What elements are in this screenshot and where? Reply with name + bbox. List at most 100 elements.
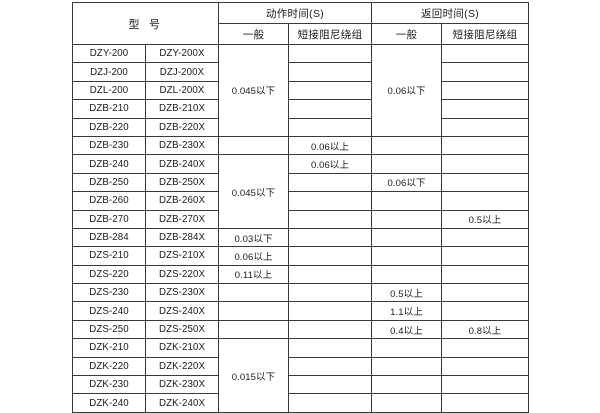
return-damping-value: 0.8以上	[441, 319, 530, 340]
header-model-label-1: 型	[128, 18, 142, 31]
action-general-value: 0.11以上	[218, 264, 289, 285]
model-code-primary: DZS-210	[72, 246, 146, 266]
model-code-secondary: DZK-210X	[145, 338, 219, 358]
return-damping-value	[441, 356, 530, 377]
return-damping-value	[441, 393, 530, 413]
return-general-value: 1.1以上	[371, 301, 443, 321]
table-row: DZJ-200 DZJ-200X	[72, 62, 530, 82]
model-code-secondary: DZB-270X	[145, 209, 219, 229]
header-return-time-group: 返回时间(S)	[371, 2, 530, 24]
action-damping-value	[287, 227, 373, 248]
return-damping-value	[441, 227, 530, 248]
model-code-secondary: DZS-220X	[145, 264, 219, 285]
model-code-secondary: DZB-240X	[145, 154, 219, 174]
model-code-primary: DZB-260	[72, 191, 146, 211]
action-general-value: 0.015以下	[218, 338, 289, 413]
model-code-primary: DZB-240	[72, 154, 146, 174]
model-code-secondary: DZL-200X	[145, 80, 219, 101]
table-row: DZS-250 DZS-250X 0.4以上 0.8以上	[72, 319, 530, 340]
table-row: DZS-230 DZS-230X 0.5以上	[72, 283, 530, 303]
table-row: DZS-220 DZS-220X 0.11以上	[72, 264, 530, 285]
model-code-secondary: DZB-284X	[145, 227, 219, 248]
table-body: DZY-200 DZY-200X 0.045以下 0.06以下 DZJ-200 …	[72, 43, 530, 413]
action-damping-value: 0.06以上	[287, 154, 373, 174]
model-code-secondary: DZK-230X	[145, 375, 219, 395]
return-damping-value	[441, 172, 530, 193]
return-general-value: 0.5以上	[371, 283, 443, 303]
model-code-primary: DZL-200	[72, 80, 146, 101]
model-code-primary: DZS-220	[72, 264, 146, 285]
table-row: DZS-210 DZS-210X 0.06以上	[72, 246, 530, 266]
return-damping-value	[441, 301, 530, 321]
model-code-secondary: DZK-220X	[145, 356, 219, 377]
action-general-value	[218, 319, 289, 340]
table-row: DZK-240 DZK-240X	[72, 393, 530, 413]
table-row: DZY-200 DZY-200X 0.045以下 0.06以下	[72, 43, 530, 137]
action-general-value	[218, 135, 289, 156]
return-damping-value	[441, 62, 530, 82]
header-row-subcolumns: 一般 短接阻尼绕组 一般 短接阻尼绕组	[73, 23, 530, 45]
model-code-secondary: DZB-260X	[145, 191, 219, 211]
return-damping-value	[441, 135, 530, 156]
return-general-value	[371, 375, 443, 395]
action-general-value	[218, 301, 289, 321]
action-damping-value	[287, 393, 373, 413]
model-code-secondary: DZS-210X	[145, 246, 219, 266]
return-general-value	[371, 191, 443, 211]
action-general-value: 0.045以下	[218, 44, 289, 137]
return-damping-value	[441, 117, 530, 137]
model-code-secondary: DZJ-200X	[145, 62, 219, 82]
model-code-primary: DZK-220	[72, 356, 146, 377]
model-code-primary: DZK-230	[72, 375, 146, 395]
action-damping-value	[287, 301, 373, 321]
model-code-primary: DZB-270	[72, 209, 146, 229]
action-damping-value	[287, 283, 373, 303]
action-damping-value	[287, 319, 373, 340]
return-general-value	[371, 209, 443, 229]
action-damping-value	[287, 172, 373, 193]
header-return-damping-winding: 短接阻尼绕组	[441, 23, 530, 45]
table-row: DZB-240 DZB-240X 0.045以下 0.06以上	[72, 154, 530, 229]
return-damping-value	[441, 338, 530, 358]
return-general-value	[371, 154, 443, 174]
model-code-secondary: DZB-250X	[145, 172, 219, 193]
action-general-value: 0.045以下	[218, 154, 289, 229]
action-damping-value	[287, 338, 373, 358]
table-row: DZB-230 DZB-230X 0.06以上	[72, 135, 530, 156]
table-row: DZK-220 DZK-220X	[72, 356, 530, 377]
model-code-primary: DZJ-200	[72, 62, 146, 82]
return-general-value: 0.06以下	[371, 44, 443, 137]
spec-table-container: 型号 动作时间(S) 返回时间(S) 一般 短接阻尼绕组 一般 短接阻尼绕组 D…	[72, 2, 530, 413]
model-code-primary: DZS-250	[72, 319, 146, 340]
table-row: DZB-260 DZB-260X	[72, 191, 530, 211]
table-row: DZS-240 DZS-240X 1.1以上	[72, 301, 530, 321]
header-model-number: 型号	[72, 2, 219, 45]
action-damping-value	[287, 117, 373, 137]
return-general-value	[371, 264, 443, 285]
table-row: DZK-210 DZK-210X 0.015以下	[72, 338, 530, 413]
return-damping-value	[441, 191, 530, 211]
table-row: DZB-270 DZB-270X 0.5以上	[72, 209, 530, 229]
header-row-groups: 型号 动作时间(S) 返回时间(S)	[72, 2, 530, 45]
model-code-secondary: DZS-230X	[145, 283, 219, 303]
action-damping-value	[287, 246, 373, 266]
model-code-primary: DZS-240	[72, 301, 146, 321]
return-general-value	[371, 356, 443, 377]
return-general-value	[371, 135, 443, 156]
return-damping-value	[441, 99, 530, 119]
return-general-value	[371, 393, 443, 413]
return-general-value	[371, 227, 443, 248]
return-damping-value	[441, 283, 530, 303]
return-damping-value	[441, 80, 530, 101]
model-code-primary: DZB-230	[72, 135, 146, 156]
action-damping-value	[287, 375, 373, 395]
action-damping-value	[287, 43, 373, 64]
model-code-primary: DZK-210	[72, 338, 146, 358]
model-code-primary: DZB-210	[72, 99, 146, 119]
table-row: DZB-210 DZB-210X	[72, 99, 530, 119]
action-damping-value	[287, 62, 373, 82]
model-code-secondary: DZB-230X	[145, 135, 219, 156]
model-code-secondary: DZY-200X	[145, 43, 219, 64]
return-damping-value: 0.5以上	[441, 209, 530, 229]
table-row: DZB-250 DZB-250X 0.06以下	[72, 172, 530, 193]
